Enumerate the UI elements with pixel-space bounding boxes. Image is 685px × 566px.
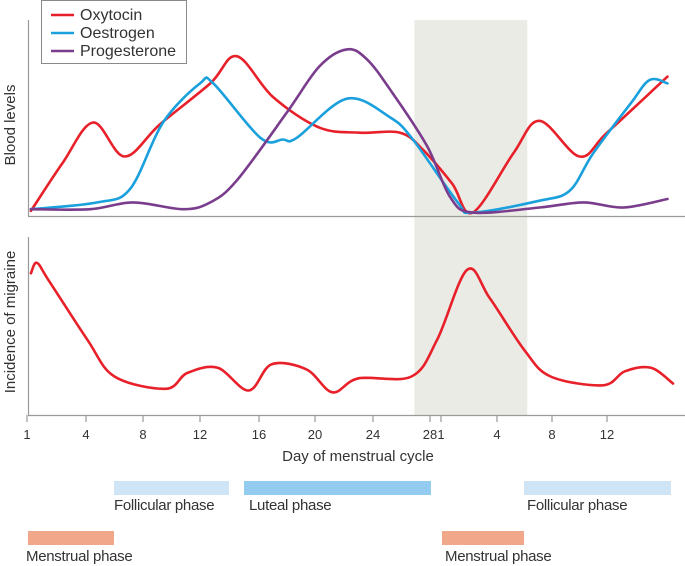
x-tick-label: 8 [139, 427, 146, 442]
series-progesterone-line [29, 47, 669, 215]
x-tick-label: 24 [366, 427, 380, 442]
phase-label-follicular-1: Follicular phase [114, 497, 215, 514]
phase-bar-follicular-2 [524, 481, 671, 495]
x-tick-label: 1 [437, 427, 444, 442]
phase-bar-luteal [244, 481, 431, 495]
legend-label-oestrogen: Oestrogen [80, 25, 155, 42]
hormone-migraine-chart: 1 4 8 12 16 20 24 28 1 4 8 12 Blood levels Incidenc… [2, 0, 685, 465]
x-tick-label: 16 [252, 427, 266, 442]
x-tick-label: 4 [493, 427, 500, 442]
x-tick-label: 12 [193, 427, 207, 442]
legend-label-oxytocin: Oxytocin [80, 7, 142, 24]
x-tick-label: 4 [82, 427, 89, 442]
series-oxytocin-line [29, 54, 669, 215]
legend-label-progesterone: Progesterone [80, 43, 176, 60]
x-tick-label: 1 [23, 427, 30, 442]
legend: Oxytocin Oestrogen Progesterone [41, 0, 187, 64]
top-y-axis-title: Blood levels [2, 85, 19, 166]
phase-label-menstrual-2: Menstrual phase [445, 548, 552, 565]
x-tick-label: 20 [308, 427, 322, 442]
phase-label-menstrual-1: Menstrual phase [26, 548, 133, 565]
phase-bar-follicular-1 [114, 481, 229, 495]
phase-label-luteal: Luteal phase [249, 497, 332, 514]
menstruation-shaded-region [414, 20, 528, 415]
series-migraine-line [29, 261, 675, 394]
x-tick-label: 12 [600, 427, 614, 442]
series-oestrogen-line [29, 76, 669, 215]
x-tick-label: 28 [423, 427, 437, 442]
phase-bar-menstrual-2 [442, 531, 524, 545]
phase-bar-menstrual-1 [28, 531, 114, 545]
x-axis-title: Day of menstrual cycle [282, 448, 434, 465]
bottom-y-axis-title: Incidence of migraine [2, 251, 19, 394]
phase-label-follicular-2: Follicular phase [527, 497, 628, 514]
x-tick-label: 8 [548, 427, 555, 442]
